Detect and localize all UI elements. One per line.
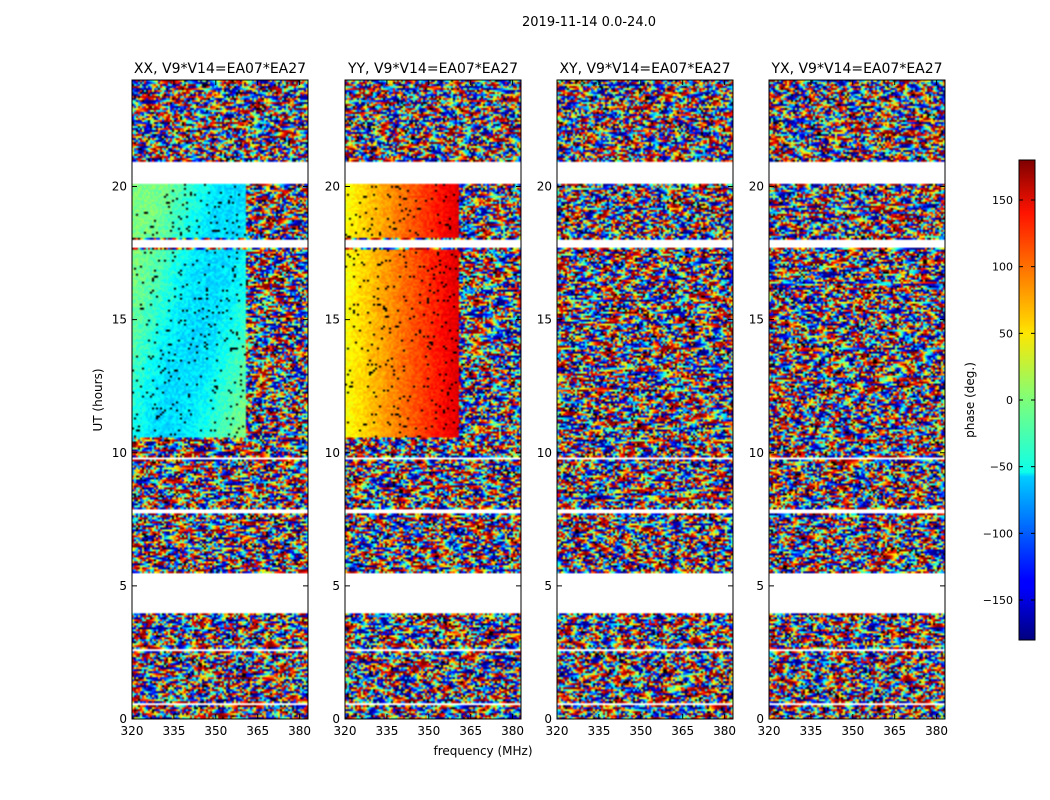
panel-yx: YX, V9*V14=EA07*EA27 320 335 350 365 380 0 5 10 1…	[749, 61, 948, 738]
panel-xx: XX, V9*V14=EA07*EA27 320 335 350 365 380 0 5 10 1…	[112, 61, 311, 738]
colorbar-tick-label: 100	[992, 261, 1013, 274]
y-tick-label: 5	[332, 579, 340, 593]
heatmap-image	[132, 80, 308, 719]
y-tick-label: 20	[112, 180, 127, 194]
x-tick-label: 365	[671, 724, 694, 738]
panel-title: XX, V9*V14=EA07*EA27	[134, 61, 306, 77]
colorbar-tick-label: 150	[992, 194, 1013, 207]
colorbar-tick-label: −50	[990, 461, 1013, 474]
y-tick-label: 5	[119, 579, 127, 593]
x-tick-label: 320	[121, 724, 144, 738]
x-tick-label: 335	[587, 724, 610, 738]
y-tick-label: 20	[537, 180, 552, 194]
panels: XX, V9*V14=EA07*EA27 320 335 350 365 380 0 5 10 1…	[112, 61, 948, 738]
y-tick-label: 15	[749, 313, 764, 327]
panel-frame	[768, 79, 946, 720]
x-tick-label: 380	[925, 724, 948, 738]
x-tick-label: 365	[246, 724, 269, 738]
panel-title: YX, V9*V14=EA07*EA27	[770, 61, 942, 77]
x-tick-label: 365	[459, 724, 482, 738]
x-tick-label: 350	[417, 724, 440, 738]
y-axis-label: UT (hours)	[91, 368, 105, 431]
y-tick-label: 0	[756, 712, 764, 726]
y-tick-label: 10	[537, 446, 552, 460]
y-tick-label: 10	[325, 446, 340, 460]
panel-yy: YY, V9*V14=EA07*EA27 320 335 350 365 380 0 5 10 1…	[325, 61, 524, 738]
y-tick-label: 15	[537, 313, 552, 327]
colorbar-tick-label: −150	[983, 594, 1013, 607]
colorbar-tick-label: 50	[999, 327, 1013, 340]
heatmap-image	[557, 80, 733, 719]
y-tick-label: 10	[749, 446, 764, 460]
colorbar-tick-label: −100	[983, 527, 1013, 540]
y-tick-label: 20	[749, 180, 764, 194]
x-tick-label: 350	[629, 724, 652, 738]
x-tick-label: 365	[883, 724, 906, 738]
panel-title: YY, V9*V14=EA07*EA27	[347, 61, 518, 77]
x-tick-label: 320	[758, 724, 781, 738]
x-tick-label: 320	[334, 724, 357, 738]
y-tick-label: 10	[112, 446, 127, 460]
y-tick-label: 5	[756, 579, 764, 593]
x-tick-label: 350	[841, 724, 864, 738]
y-tick-label: 15	[325, 313, 340, 327]
x-tick-label: 335	[375, 724, 398, 738]
colorbar-tick-label: 0	[1006, 394, 1013, 407]
x-tick-label: 380	[713, 724, 736, 738]
x-tick-label: 320	[546, 724, 569, 738]
chart-title: 2019-11-14 0.0-24.0	[522, 15, 656, 30]
panel-title: XY, V9*V14=EA07*EA27	[559, 61, 730, 77]
x-tick-label: 350	[204, 724, 227, 738]
colorbar: 150 100 50 0 −50 −100 −150 phase (deg.)	[963, 159, 1036, 641]
x-tick-label: 335	[162, 724, 185, 738]
heatmap-image	[345, 80, 521, 719]
panel-frame	[344, 79, 522, 720]
x-tick-label: 335	[799, 724, 822, 738]
panel-frame	[131, 79, 309, 720]
panel-xy: XY, V9*V14=EA07*EA27 320 335 350 365 380 0 5 10 1…	[537, 61, 736, 738]
y-tick-label: 0	[119, 712, 127, 726]
y-tick-label: 15	[112, 313, 127, 327]
y-tick-label: 0	[332, 712, 340, 726]
x-axis-label: frequency (MHz)	[433, 744, 532, 758]
y-tick-label: 20	[325, 180, 340, 194]
y-tick-label: 5	[544, 579, 552, 593]
y-tick-label: 0	[544, 712, 552, 726]
x-tick-label: 380	[288, 724, 311, 738]
panel-frame	[556, 79, 734, 720]
x-tick-label: 380	[501, 724, 524, 738]
colorbar-label: phase (deg.)	[963, 362, 977, 438]
heatmap-image	[769, 80, 945, 719]
